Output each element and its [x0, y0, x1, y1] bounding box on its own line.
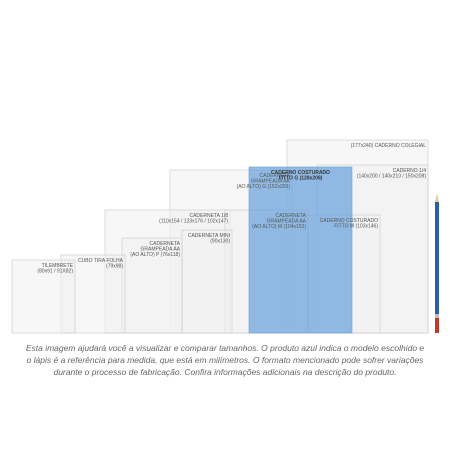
caption-line: durante o processo de fabricação. Confir…	[53, 367, 396, 377]
product-outline	[11, 259, 76, 334]
pencil-tip	[435, 193, 439, 202]
product-label: (AO ALTO) G (152x203)	[237, 184, 291, 190]
product-label: CADERNETA 1/8	[189, 213, 228, 219]
product-label: (AO ALTO) P (76x118)	[130, 252, 180, 258]
product-label: (177x240) CADERNO COLEGIAL	[351, 143, 427, 149]
product-label: GRAMPEADA AA	[251, 179, 291, 185]
product-outline	[121, 237, 183, 334]
pencil-body	[435, 202, 439, 314]
product-label: GRAMPEADA AA	[267, 219, 307, 225]
product-label: (80x91 / 91X82)	[37, 269, 73, 275]
pencil-eraser	[435, 318, 439, 333]
product-label: CADERNO 1/4	[393, 168, 427, 174]
product-label: CUBO TIRA FOLHA	[78, 258, 124, 264]
product-label: CADERNETA MINI	[188, 233, 230, 239]
product-label: CADERNETA	[150, 241, 181, 247]
product-label: (AO ALTO) M (104x152)	[252, 224, 306, 230]
product-label: CADERNO COSTURADO	[320, 218, 378, 224]
product-outline	[181, 229, 233, 334]
product-label: GRAMPEADA AA	[141, 247, 181, 253]
product-label: CADERNETA	[276, 213, 307, 219]
product-label: FITTO M (103x146)	[334, 224, 378, 230]
product-label: (110x154 / 123x176 / 102x147)	[159, 219, 228, 225]
caption-line: o lápis é a referência para medida, que …	[27, 355, 425, 365]
product-label: CADERNO COSTURADO	[271, 170, 330, 176]
caption-line: Esta imagem ajudará você a visualizar e …	[26, 343, 425, 353]
product-label: TILEMBRETE	[42, 263, 74, 269]
product-label: (79x98)	[106, 264, 123, 270]
product-label: (90x130)	[210, 239, 230, 245]
product-label: FITTO G (128x208)	[279, 176, 323, 182]
selected-product	[248, 166, 353, 334]
product-label: (140x200 / 140x210 / 150x208)	[357, 174, 427, 180]
pencil-ferrule	[435, 314, 439, 318]
pencil	[435, 193, 439, 333]
product-label: CADERNETA	[260, 173, 291, 179]
